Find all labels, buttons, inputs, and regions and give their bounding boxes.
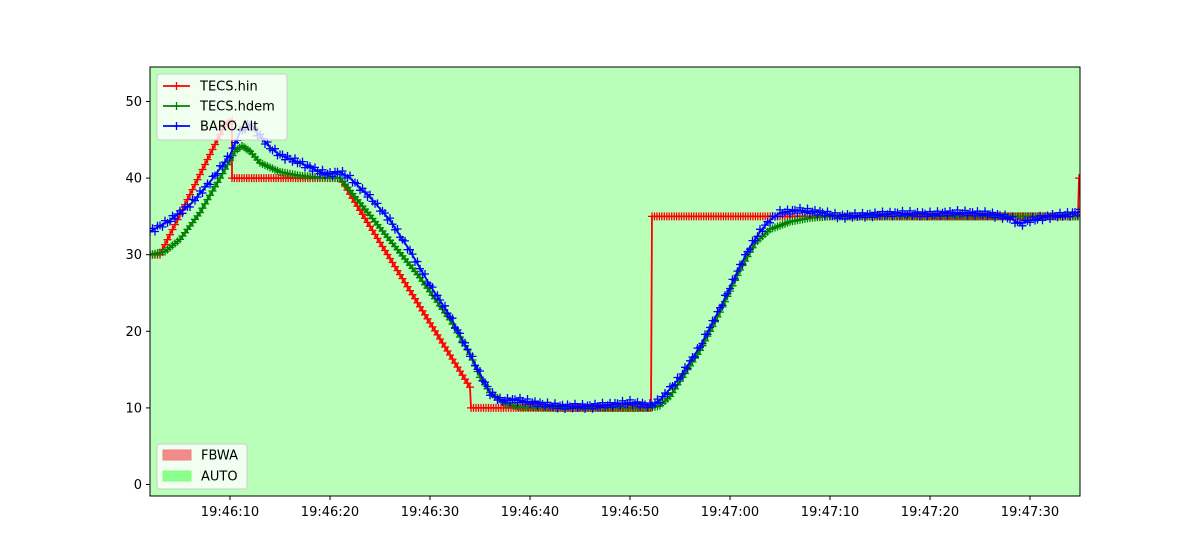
x-tick-label: 19:46:50 — [601, 505, 659, 520]
series-legend-box — [156, 73, 288, 141]
legend-marker-tecs-hdem — [172, 102, 181, 110]
x-tick-label: 19:46:10 — [201, 505, 259, 520]
x-tick-label: 19:46:30 — [401, 505, 459, 520]
legend-marker-baro-alt — [172, 122, 181, 130]
y-tick-label: 10 — [125, 401, 142, 416]
plot-area — [150, 67, 1080, 496]
x-tick-label: 19:47:20 — [901, 505, 959, 520]
data-series — [150, 116, 1080, 413]
mode-swatch-auto — [162, 470, 192, 482]
x-tick-label: 19:47:00 — [701, 505, 759, 520]
legend-label-tecs-hdem: TECS.hdem — [199, 100, 275, 115]
x-tick-label: 19:46:40 — [501, 505, 559, 520]
legend-label-baro-alt: BARO.Alt — [200, 120, 258, 135]
mode-background — [150, 67, 1080, 496]
plot-frame — [149, 66, 1081, 497]
x-tick-label: 19:47:10 — [801, 505, 859, 520]
y-tick-label: 40 — [125, 172, 142, 187]
y-tick-label: 20 — [125, 325, 142, 340]
mode-legend: FBWA AUTO — [156, 443, 248, 490]
y-tick-label: 30 — [125, 248, 142, 263]
mode-label-auto: AUTO — [201, 470, 238, 485]
y-tick-label: 50 — [125, 95, 142, 110]
series-legend: TECS.hin TECS.hdem BARO.Alt — [156, 73, 288, 141]
mode-label-fbwa: FBWA — [201, 449, 238, 464]
x-tick-label: 19:47:30 — [1001, 505, 1059, 520]
legend-marker-tecs-hin — [172, 82, 181, 90]
legend-label-tecs-hin: TECS.hin — [199, 80, 258, 95]
mode-swatch-fbwa — [162, 449, 192, 461]
y-tick-label: 0 — [134, 478, 142, 493]
x-tick-label: 19:46:20 — [301, 505, 359, 520]
axes: 19:46:10 19:46:20 19:46:30 19:46:40 19:46:50… — [125, 66, 1081, 520]
